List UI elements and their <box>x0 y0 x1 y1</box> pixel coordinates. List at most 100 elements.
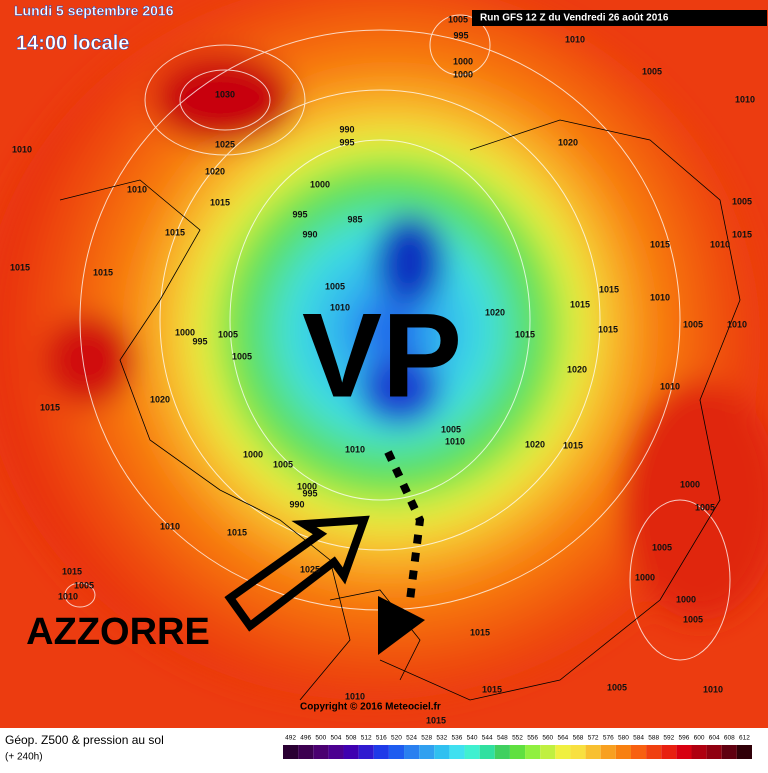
isobar-label: 1015 <box>563 440 583 450</box>
colorbar-swatch <box>615 745 631 759</box>
isobar-label: 1010 <box>127 184 147 194</box>
colorbar-swatch <box>676 745 692 759</box>
region-label: AZZORRE <box>26 611 210 653</box>
colorbar-tick-label: 544 <box>482 735 493 742</box>
isobar-label: 1015 <box>227 527 247 537</box>
isobar-label: 1010 <box>345 444 365 454</box>
colorbar-swatch <box>646 745 662 759</box>
colorbar-tick-label: 612 <box>739 735 750 742</box>
isobar-label: 1005 <box>652 542 672 552</box>
isobar-label: 990 <box>302 229 317 239</box>
colorbar-swatch <box>404 745 420 759</box>
isobar-label: 1010 <box>445 436 465 446</box>
isobar-label: 1015 <box>650 239 670 249</box>
isobar-label: 1005 <box>74 580 94 590</box>
isobar-label: 1015 <box>426 715 446 725</box>
isobar-label: 1010 <box>703 684 723 694</box>
colorbar-swatch <box>525 745 541 759</box>
colorbar-swatch <box>328 745 344 759</box>
isobar-label: 995 <box>192 336 207 346</box>
arrow-head <box>378 596 425 655</box>
isobar-label: 1010 <box>12 144 32 154</box>
date: Lundi 5 septembre 2016 <box>14 3 174 19</box>
run-banner <box>472 10 767 26</box>
copyright: Copyright © 2016 Meteociel.fr <box>300 702 441 713</box>
isobar-lines <box>64 14 731 661</box>
isobar-label: 1020 <box>567 364 587 374</box>
isobar-label: 1015 <box>210 197 230 207</box>
colorbar-tick-label: 540 <box>467 735 478 742</box>
colorbar-swatch <box>343 745 359 759</box>
isobar-label: 1015 <box>732 229 752 239</box>
colorbar-tick-label: 528 <box>421 735 432 742</box>
colorbar-tick-label: 576 <box>603 735 614 742</box>
colorbar-swatch <box>736 745 752 759</box>
colorbar-swatch <box>449 745 465 759</box>
colorbar-tick-label: 556 <box>527 735 538 742</box>
colorbar-tick-label: 600 <box>694 735 705 742</box>
colorbar-tick-label: 520 <box>391 735 402 742</box>
colorbar-swatch <box>434 745 450 759</box>
isobar-label: 1025 <box>300 564 320 574</box>
colorbar-swatch <box>464 745 480 759</box>
isobar-label: 1015 <box>482 684 502 694</box>
isobar-label: 1010 <box>660 381 680 391</box>
isobar-label: 1005 <box>607 682 627 692</box>
colorbar-swatch <box>661 745 677 759</box>
colorbar-swatch <box>388 745 405 759</box>
geopotential-field <box>0 0 768 700</box>
isobar-label: 1005 <box>642 66 662 76</box>
colorbar-swatch <box>509 745 526 759</box>
colorbar-swatch <box>721 745 737 759</box>
legend-subtitle: (+ 240h) <box>5 752 43 763</box>
isobar-label: 1005 <box>325 281 345 291</box>
isobar-label: 1015 <box>598 324 618 334</box>
isobar-label: 995 <box>292 209 307 219</box>
colorbar-swatch <box>570 745 586 759</box>
isobar-label: 1000 <box>453 69 473 79</box>
colorbar-swatch <box>313 745 329 759</box>
isobar-label: 1000 <box>453 56 473 66</box>
colorbar-swatch <box>479 745 495 759</box>
colorbar-tick-label: 608 <box>724 735 735 742</box>
colorbar-tick-label: 508 <box>346 735 357 742</box>
colorbar-swatch <box>373 745 389 759</box>
colorbar-swatch <box>555 745 571 759</box>
isobar-label: 1000 <box>310 179 330 189</box>
colorbar-swatch <box>691 745 707 759</box>
isobar-label: 1015 <box>40 402 60 412</box>
isobar-label: 1015 <box>10 262 30 272</box>
colorbar-tick-label: 592 <box>663 735 674 742</box>
isobar-label: 1005 <box>441 424 461 434</box>
isobar-label: 1005 <box>273 459 293 469</box>
isobar-label: 1005 <box>732 196 752 206</box>
colorbar-tick-label: 552 <box>512 735 523 742</box>
colorbar-tick-label: 596 <box>678 735 689 742</box>
colorbar-swatch <box>419 745 435 759</box>
isobar-label: 1005 <box>218 329 238 339</box>
colorbar-tick-label: 572 <box>588 735 599 742</box>
isobar-label: 1015 <box>470 627 490 637</box>
isobar-label: 1000 <box>680 479 700 489</box>
isobar-label: 1010 <box>565 34 585 44</box>
time: 14:00 locale <box>16 32 129 54</box>
isobar-label: 1005 <box>683 614 703 624</box>
isobar-label: 990 <box>339 124 354 134</box>
colorbar-swatch <box>358 745 374 759</box>
isobar-label: 995 <box>453 30 468 40</box>
isobar-label: 1025 <box>215 139 235 149</box>
colorbar-tick-label: 524 <box>406 735 417 742</box>
colorbar-tick-label: 504 <box>331 735 342 742</box>
run-info: Run GFS 12 Z du Vendredi 26 août 2016 <box>480 13 669 24</box>
dotted-path <box>384 450 425 601</box>
colorbar-tick-label: 496 <box>300 735 311 742</box>
colorbar-tick-label: 560 <box>542 735 553 742</box>
colorbar-tick-label: 516 <box>376 735 387 742</box>
colorbar-tick-label: 588 <box>648 735 659 742</box>
isobar-label: 1005 <box>695 502 715 512</box>
isobar-label: 1015 <box>570 299 590 309</box>
isobar-label: 1015 <box>599 284 619 294</box>
isobar-label: 1005 <box>232 351 252 361</box>
